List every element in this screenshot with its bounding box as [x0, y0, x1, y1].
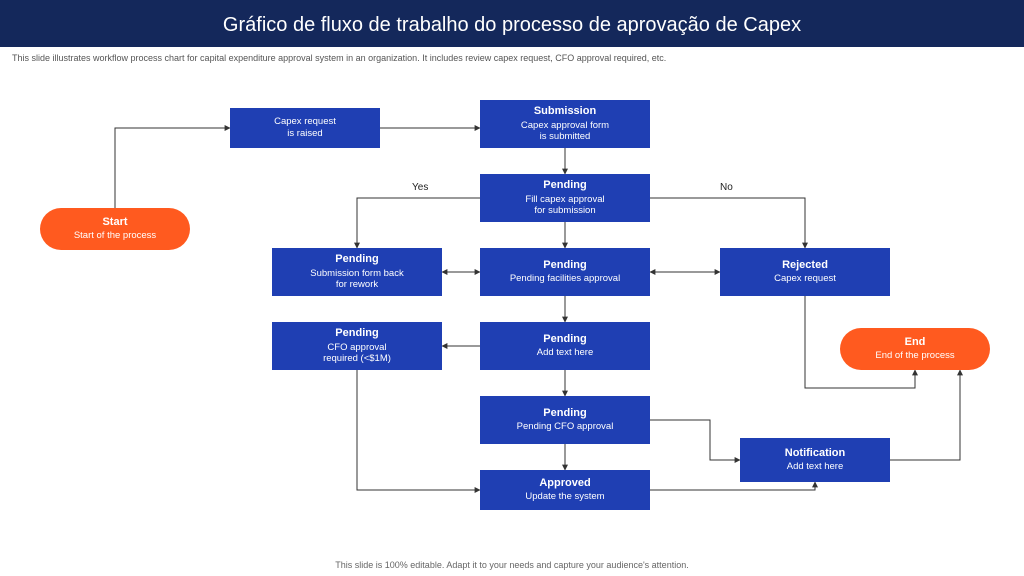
node-submission: SubmissionCapex approval formis submitte… — [480, 100, 650, 148]
edge — [357, 370, 480, 490]
node-sub: CFO approvalrequired (<$1M) — [323, 342, 391, 366]
page-title: Gráfico de fluxo de trabalho do processo… — [0, 0, 1024, 47]
edge — [115, 128, 230, 208]
label-no: No — [720, 182, 733, 193]
node-title: Pending — [335, 253, 378, 267]
node-title: Pending — [543, 179, 586, 193]
node-sub: Add text here — [787, 461, 844, 473]
node-sub: Fill capex approvalfor submission — [525, 194, 604, 218]
node-sub: Pending CFO approval — [517, 421, 614, 433]
node-approved: ApprovedUpdate the system — [480, 470, 650, 510]
node-pending_fill: PendingFill capex approvalfor submission — [480, 174, 650, 222]
node-sub: Start of the process — [74, 230, 156, 242]
node-notification: NotificationAdd text here — [740, 438, 890, 482]
edge — [650, 420, 740, 460]
node-pending_rework: PendingSubmission form backfor rework — [272, 248, 442, 296]
node-pending_fac: PendingPending facilities approval — [480, 248, 650, 296]
node-title: Start — [102, 216, 127, 230]
edge — [890, 370, 960, 460]
node-sub: Capex requestis raised — [274, 116, 336, 140]
edge — [650, 198, 805, 248]
node-title: Notification — [785, 447, 846, 461]
node-title: Submission — [534, 105, 596, 119]
node-sub: Submission form backfor rework — [310, 268, 403, 292]
node-title: Pending — [335, 327, 378, 341]
node-title: Pending — [543, 333, 586, 347]
node-sub: End of the process — [875, 350, 954, 362]
label-yes: Yes — [412, 182, 428, 193]
node-sub: Add text here — [537, 347, 594, 359]
node-pending_cfo1: PendingCFO approvalrequired (<$1M) — [272, 322, 442, 370]
node-capex_req: Capex requestis raised — [230, 108, 380, 148]
node-sub: Capex request — [774, 273, 836, 285]
node-rejected: RejectedCapex request — [720, 248, 890, 296]
node-sub: Pending facilities approval — [510, 273, 620, 285]
node-title: Pending — [543, 407, 586, 421]
edge — [357, 198, 480, 248]
node-pending_cfo2: PendingPending CFO approval — [480, 396, 650, 444]
node-start: StartStart of the process — [40, 208, 190, 250]
node-pending_add: PendingAdd text here — [480, 322, 650, 370]
subtitle: This slide illustrates workflow process … — [0, 47, 1024, 69]
node-sub: Update the system — [525, 491, 604, 503]
node-title: End — [905, 336, 926, 350]
node-title: Approved — [539, 477, 590, 491]
edge — [650, 482, 815, 490]
node-title: Rejected — [782, 259, 828, 273]
node-end: EndEnd of the process — [840, 328, 990, 370]
node-title: Pending — [543, 259, 586, 273]
flowchart-canvas: StartStart of the process Capex requestis… — [0, 78, 1024, 548]
node-sub: Capex approval formis submitted — [521, 120, 609, 144]
footer-note: This slide is 100% editable. Adapt it to… — [0, 560, 1024, 570]
